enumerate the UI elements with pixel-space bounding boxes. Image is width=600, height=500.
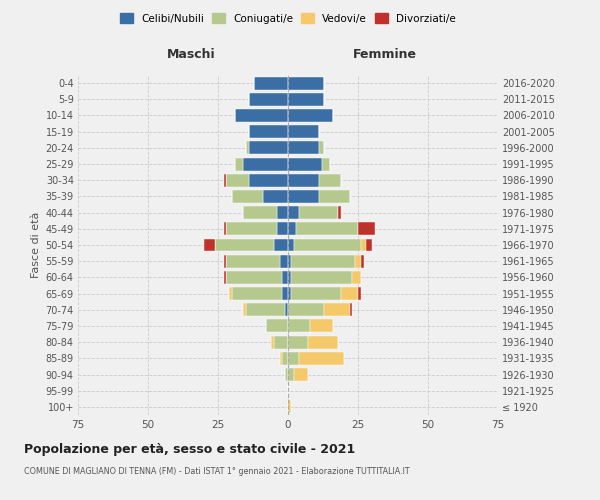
Bar	[277, 206, 288, 219]
Bar	[288, 158, 322, 170]
Bar	[280, 254, 288, 268]
Bar	[277, 222, 288, 235]
Bar	[235, 109, 288, 122]
Bar	[338, 206, 341, 219]
Bar	[310, 320, 333, 332]
Bar	[296, 222, 358, 235]
Bar	[249, 142, 288, 154]
Bar	[288, 238, 293, 252]
Bar	[291, 271, 352, 284]
Bar	[288, 352, 299, 365]
Bar	[243, 206, 277, 219]
Bar	[352, 271, 361, 284]
Bar	[226, 222, 277, 235]
Bar	[285, 368, 288, 381]
Bar	[293, 368, 308, 381]
Bar	[288, 222, 296, 235]
Bar	[235, 158, 243, 170]
Bar	[319, 142, 325, 154]
Bar	[249, 174, 288, 186]
Bar	[266, 320, 288, 332]
Bar	[283, 352, 288, 365]
Bar	[319, 174, 341, 186]
Bar	[325, 304, 350, 316]
Bar	[322, 158, 330, 170]
Bar	[288, 368, 293, 381]
Bar	[204, 238, 215, 252]
Bar	[288, 142, 319, 154]
Bar	[274, 336, 288, 348]
Bar	[293, 238, 361, 252]
Bar	[271, 336, 274, 348]
Bar	[288, 287, 291, 300]
Bar	[288, 109, 333, 122]
Bar	[249, 93, 288, 106]
Text: Popolazione per età, sesso e stato civile - 2021: Popolazione per età, sesso e stato civil…	[24, 442, 355, 456]
Bar	[229, 287, 232, 300]
Text: Maschi: Maschi	[167, 48, 216, 62]
Bar	[283, 271, 288, 284]
Bar	[288, 190, 319, 203]
Bar	[232, 190, 263, 203]
Bar	[288, 304, 325, 316]
Bar	[288, 400, 291, 413]
Bar	[224, 222, 226, 235]
Bar	[299, 206, 338, 219]
Bar	[288, 76, 325, 90]
Bar	[355, 254, 361, 268]
Bar	[288, 174, 319, 186]
Bar	[291, 287, 341, 300]
Bar	[246, 304, 285, 316]
Bar	[249, 125, 288, 138]
Y-axis label: Fasce di età: Fasce di età	[31, 212, 41, 278]
Bar	[246, 142, 249, 154]
Bar	[288, 254, 291, 268]
Bar	[226, 271, 283, 284]
Bar	[358, 287, 361, 300]
Bar	[341, 287, 358, 300]
Bar	[224, 174, 226, 186]
Text: Femmine: Femmine	[353, 48, 416, 62]
Bar	[215, 238, 274, 252]
Bar	[291, 254, 355, 268]
Bar	[361, 254, 364, 268]
Bar	[367, 238, 372, 252]
Bar	[319, 190, 350, 203]
Bar	[232, 287, 283, 300]
Bar	[288, 206, 299, 219]
Bar	[288, 336, 308, 348]
Bar	[224, 254, 226, 268]
Bar	[254, 76, 288, 90]
Bar	[226, 254, 280, 268]
Legend: Celibi/Nubili, Coniugati/e, Vedovi/e, Divorziati/e: Celibi/Nubili, Coniugati/e, Vedovi/e, Di…	[117, 10, 459, 26]
Bar	[358, 222, 375, 235]
Bar	[285, 304, 288, 316]
Bar	[224, 271, 226, 284]
Bar	[243, 304, 246, 316]
Bar	[288, 125, 319, 138]
Text: COMUNE DI MAGLIANO DI TENNA (FM) - Dati ISTAT 1° gennaio 2021 - Elaborazione TUT: COMUNE DI MAGLIANO DI TENNA (FM) - Dati …	[24, 468, 410, 476]
Bar	[280, 352, 283, 365]
Bar	[283, 287, 288, 300]
Bar	[226, 174, 249, 186]
Bar	[308, 336, 338, 348]
Bar	[299, 352, 344, 365]
Bar	[243, 158, 288, 170]
Bar	[288, 320, 310, 332]
Bar	[288, 271, 291, 284]
Bar	[263, 190, 288, 203]
Bar	[361, 238, 367, 252]
Bar	[288, 93, 325, 106]
Bar	[274, 238, 288, 252]
Bar	[350, 304, 352, 316]
